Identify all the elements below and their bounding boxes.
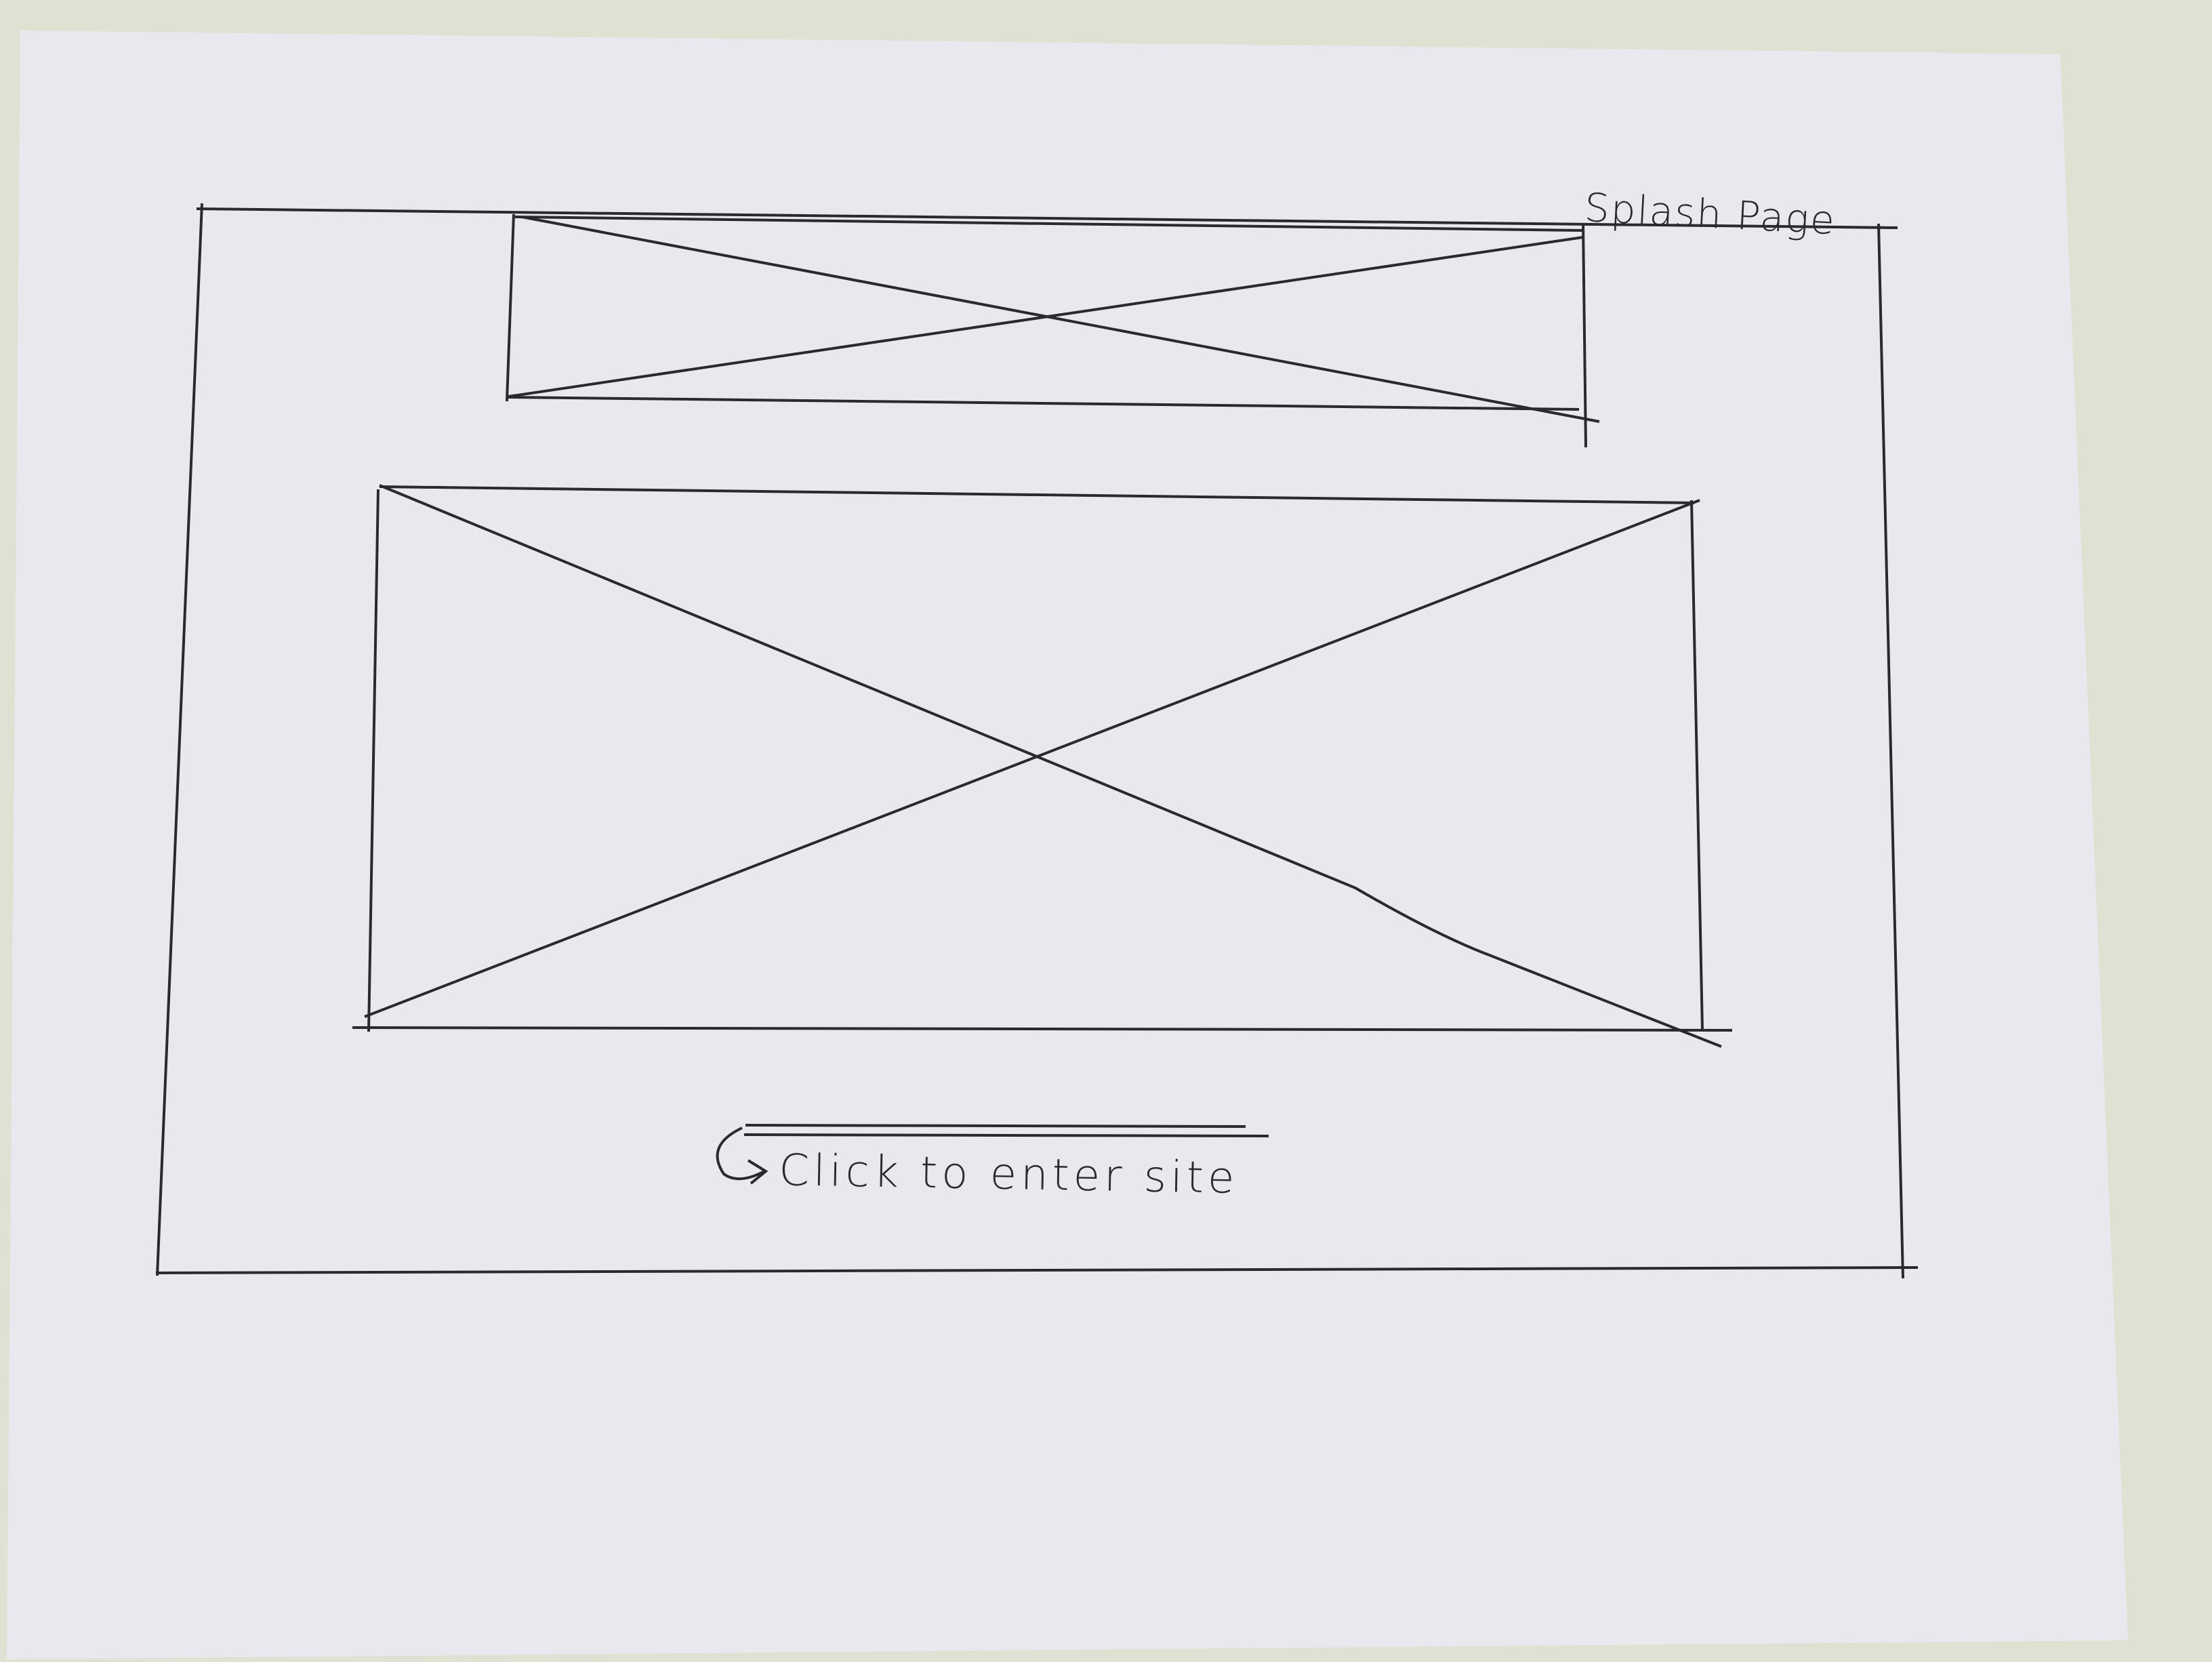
enter-site-link[interactable]: Click to enter site: [778, 1146, 1239, 1204]
page-frame: [155, 203, 1919, 1279]
hero-image-placeholder: [352, 484, 1733, 1048]
enter-link-sketch[interactable]: [716, 1124, 1269, 1185]
header-image-placeholder: [506, 214, 1600, 448]
paper-sheet: [7, 31, 2128, 1659]
curved-arrow-icon: [716, 1127, 769, 1185]
